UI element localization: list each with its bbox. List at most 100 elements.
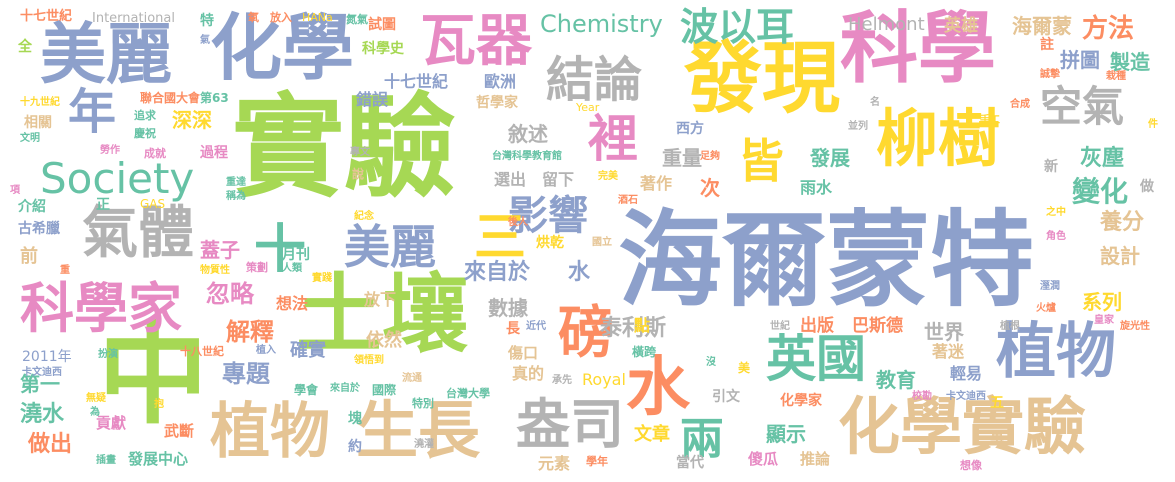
- word: 植根: [1000, 321, 1020, 332]
- word: 發現: [684, 34, 841, 124]
- word: 氣: [200, 35, 210, 46]
- word: 水: [626, 351, 690, 425]
- word: 氣體: [82, 201, 194, 266]
- word: 系列: [1082, 290, 1122, 314]
- word: 想法: [276, 294, 309, 313]
- word: Helmont: [848, 14, 925, 35]
- word: 烘乾: [536, 235, 564, 251]
- word: 武斷: [164, 422, 195, 440]
- word: 為: [90, 407, 100, 418]
- word: 五: [990, 395, 1004, 411]
- word: 科學: [840, 4, 997, 94]
- word: 選出: [494, 170, 527, 189]
- word: 前: [20, 246, 38, 267]
- word: 三: [474, 208, 527, 268]
- word: 美麗: [40, 16, 172, 93]
- word: 校勘: [912, 391, 932, 402]
- word: 追求: [134, 109, 156, 122]
- word: 教育: [876, 368, 916, 392]
- word: 誠摯: [1040, 69, 1060, 80]
- word: 註: [1040, 37, 1054, 53]
- word: 留下: [542, 170, 575, 189]
- word: 美: [738, 361, 751, 375]
- word: 沒: [706, 357, 716, 368]
- word: 輕易: [950, 364, 983, 383]
- word: 生長: [356, 394, 481, 467]
- word: 人類: [282, 263, 302, 274]
- word: 慶祝: [134, 127, 156, 140]
- word: 拼圖: [1060, 48, 1100, 72]
- word: 顯示: [766, 422, 806, 446]
- word: Royal: [582, 370, 626, 389]
- word: 泰利斯: [600, 316, 667, 341]
- word: 十: [254, 220, 307, 280]
- word: 瓦器: [420, 9, 532, 74]
- word: 忽略: [206, 280, 254, 308]
- word: 著作: [640, 174, 673, 193]
- word: 海爾蒙特: [618, 199, 1035, 321]
- word: 化學家: [780, 393, 822, 409]
- word: Year: [576, 101, 600, 114]
- word: 近代: [526, 321, 546, 332]
- word: 國際: [372, 383, 397, 397]
- word: 磅: [558, 301, 614, 366]
- word: 想像: [960, 459, 982, 472]
- word: 引文: [712, 389, 740, 405]
- word: 十七世紀: [384, 72, 449, 91]
- word: 正: [96, 197, 110, 213]
- word: 化學: [210, 6, 355, 90]
- word: 真的: [512, 364, 545, 383]
- word: 空氣: [1040, 82, 1125, 131]
- word: 解釋: [226, 318, 274, 346]
- word: 傷口: [508, 344, 539, 362]
- word: 稱為: [226, 191, 246, 202]
- word: 巴斯德: [852, 316, 903, 336]
- word: 設計: [1100, 244, 1140, 268]
- word: 當代: [676, 455, 704, 471]
- word: HANa: [302, 11, 333, 24]
- word: 策劃: [246, 261, 268, 274]
- word: 紀念: [354, 211, 374, 222]
- word: GAS: [140, 197, 166, 211]
- word: 元素: [538, 454, 571, 473]
- word: 新: [1044, 159, 1058, 175]
- word: 波以耳: [680, 5, 795, 49]
- word: 完美: [598, 171, 618, 182]
- word: 裡: [588, 110, 638, 168]
- word: 件: [1148, 119, 1158, 130]
- word: 名: [870, 97, 880, 108]
- word: 手工: [980, 115, 1000, 126]
- word: 兩: [680, 414, 724, 465]
- word: 做: [1140, 179, 1154, 195]
- word: 雨水: [800, 178, 833, 197]
- word: 年: [68, 84, 117, 140]
- word: 科學史: [362, 41, 404, 57]
- word: 卡文迪西: [22, 367, 62, 378]
- word: 十七世紀: [20, 9, 73, 24]
- word: 台灣科學教育館: [492, 151, 562, 162]
- word: 方法: [1082, 14, 1135, 44]
- word: 火爐: [1036, 303, 1056, 314]
- word: 西方: [676, 121, 704, 137]
- word: 試圖: [368, 17, 396, 33]
- word: 澆水: [20, 402, 65, 427]
- word: 世界: [924, 320, 964, 344]
- word: 文明: [20, 133, 40, 144]
- word: 英雄: [944, 16, 978, 36]
- word: 旋光性: [1120, 321, 1150, 332]
- word: 植物: [210, 397, 330, 467]
- word: 實驗: [232, 83, 456, 213]
- word: 哲學家: [476, 95, 518, 111]
- word: 歐洲: [484, 72, 517, 91]
- word: 植入: [256, 345, 276, 356]
- word: 實踐: [312, 273, 332, 284]
- word: 並列: [848, 121, 868, 132]
- word: 國立: [592, 237, 612, 248]
- word: 土壤: [296, 265, 468, 365]
- word: 十八世紀: [180, 345, 224, 358]
- word: 抱: [154, 399, 164, 410]
- word: 次: [700, 176, 720, 200]
- word: 扮演: [98, 349, 118, 360]
- word: 酒石: [618, 195, 638, 206]
- word: 放下: [364, 290, 397, 309]
